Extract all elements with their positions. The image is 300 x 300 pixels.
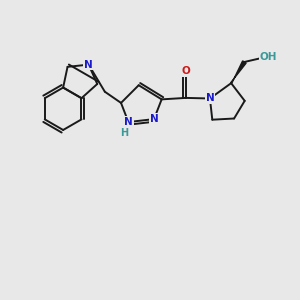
Text: H: H — [120, 128, 128, 138]
Polygon shape — [231, 61, 246, 83]
Text: O: O — [182, 66, 190, 76]
Text: N: N — [206, 94, 214, 103]
Text: N: N — [124, 117, 133, 127]
Text: N: N — [84, 60, 93, 70]
Text: N: N — [150, 114, 158, 124]
Text: OH: OH — [260, 52, 277, 62]
